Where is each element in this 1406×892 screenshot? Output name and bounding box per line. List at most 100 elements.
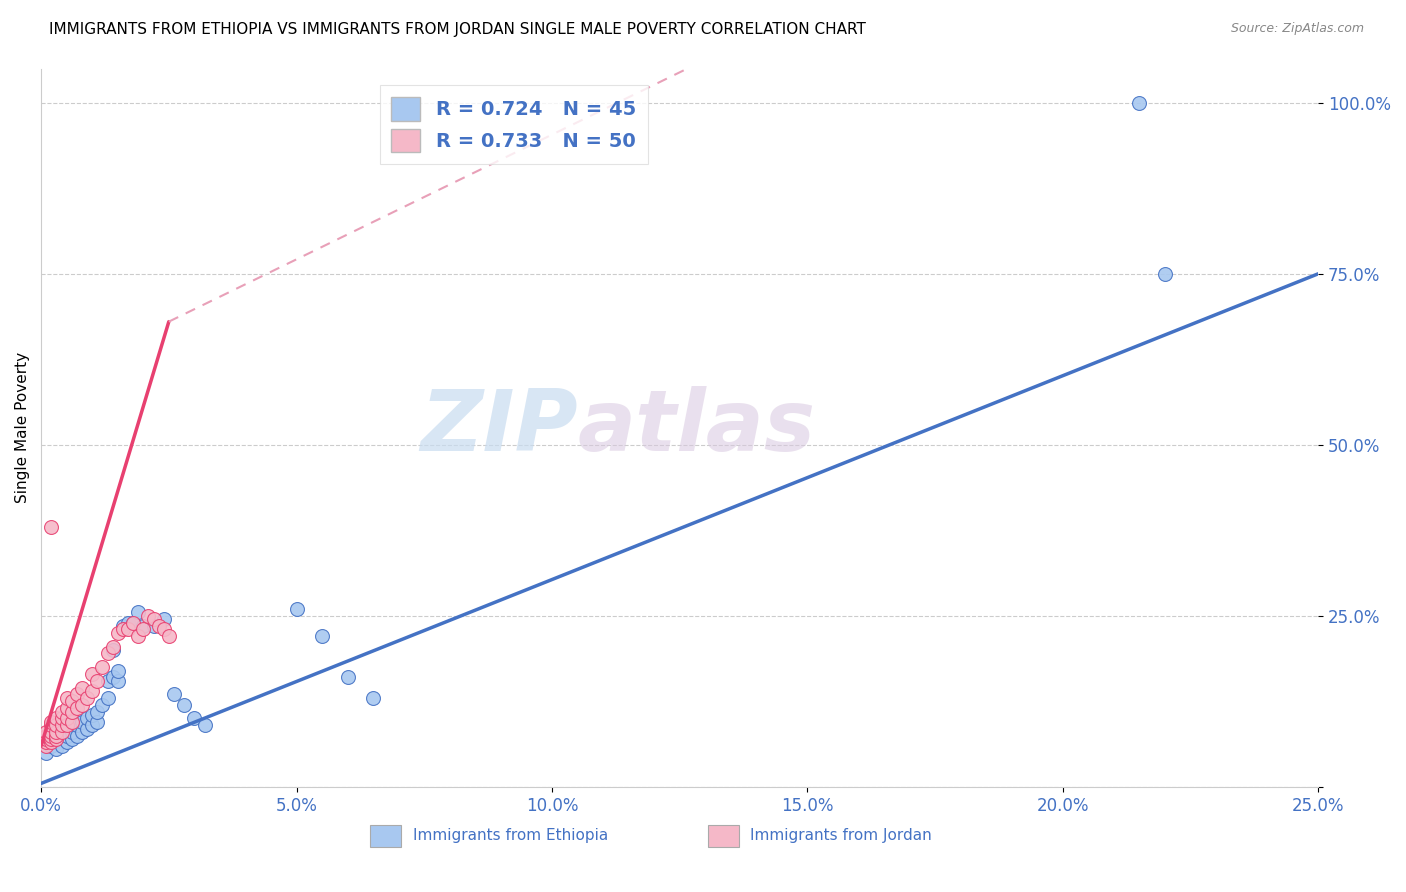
Point <box>55 711 77 725</box>
Point <box>41 714 63 729</box>
Point <box>76 722 98 736</box>
Point <box>66 729 89 743</box>
Point <box>66 701 89 715</box>
Point <box>117 615 139 630</box>
Point <box>55 690 77 705</box>
Text: ZIP: ZIP <box>420 386 578 469</box>
Point <box>76 690 98 705</box>
Point <box>41 520 63 534</box>
Y-axis label: Single Male Poverty: Single Male Poverty <box>15 352 30 503</box>
Point <box>285 602 308 616</box>
Point <box>101 670 124 684</box>
Point <box>194 718 217 732</box>
Point <box>41 725 63 739</box>
Point <box>51 718 73 732</box>
Point <box>132 619 155 633</box>
Point <box>55 729 77 743</box>
Point <box>152 612 174 626</box>
Point <box>311 629 333 643</box>
Point <box>96 690 118 705</box>
Point <box>101 643 124 657</box>
Point <box>152 623 174 637</box>
Point <box>132 623 155 637</box>
Point <box>60 725 83 739</box>
Point <box>51 711 73 725</box>
Point <box>66 688 89 702</box>
Point <box>82 667 104 681</box>
Point <box>138 608 160 623</box>
Point <box>66 718 89 732</box>
Legend: R = 0.724   N = 45, R = 0.733   N = 50: R = 0.724 N = 45, R = 0.733 N = 50 <box>380 86 648 164</box>
Point <box>51 725 73 739</box>
Point <box>41 729 63 743</box>
Point <box>148 619 170 633</box>
Point <box>51 725 73 739</box>
Point <box>45 742 67 756</box>
Point <box>122 615 145 630</box>
Point <box>82 708 104 723</box>
Point <box>51 705 73 719</box>
Point <box>76 711 98 725</box>
Point <box>82 684 104 698</box>
Point <box>55 701 77 715</box>
Point <box>55 735 77 749</box>
Point <box>45 718 67 732</box>
Point <box>35 729 58 743</box>
Point <box>122 615 145 630</box>
Point <box>361 690 384 705</box>
Point <box>1154 267 1177 281</box>
Point <box>60 731 83 746</box>
Point <box>55 718 77 732</box>
Point <box>117 623 139 637</box>
Point <box>51 739 73 753</box>
Point <box>55 718 77 732</box>
Point <box>45 729 67 743</box>
Point <box>45 725 67 739</box>
Point <box>70 681 93 695</box>
Point <box>86 705 108 719</box>
Point <box>107 673 129 688</box>
Point <box>127 606 149 620</box>
Point <box>127 629 149 643</box>
Text: atlas: atlas <box>578 386 815 469</box>
Point <box>173 698 195 712</box>
Point <box>45 711 67 725</box>
Point <box>96 647 118 661</box>
Point <box>45 731 67 746</box>
Point <box>41 739 63 753</box>
Point <box>111 619 134 633</box>
Point <box>70 698 93 712</box>
Point <box>60 714 83 729</box>
Point <box>142 612 165 626</box>
Point <box>41 718 63 732</box>
Point <box>41 731 63 746</box>
Point <box>35 725 58 739</box>
Point <box>96 673 118 688</box>
Text: IMMIGRANTS FROM ETHIOPIA VS IMMIGRANTS FROM JORDAN SINGLE MALE POVERTY CORRELATI: IMMIGRANTS FROM ETHIOPIA VS IMMIGRANTS F… <box>49 22 866 37</box>
Point <box>60 705 83 719</box>
Point <box>91 698 114 712</box>
Point <box>163 688 186 702</box>
Point <box>35 731 58 746</box>
Point <box>35 746 58 760</box>
Point <box>157 629 180 643</box>
Point <box>111 623 134 637</box>
Point <box>82 718 104 732</box>
Point <box>86 673 108 688</box>
Point <box>35 735 58 749</box>
Point <box>107 626 129 640</box>
Point <box>60 694 83 708</box>
Point <box>70 714 93 729</box>
Point <box>183 711 205 725</box>
Point <box>1128 95 1150 110</box>
Point <box>101 640 124 654</box>
Point <box>107 664 129 678</box>
Text: Immigrants from Ethiopia: Immigrants from Ethiopia <box>412 829 607 844</box>
Text: Immigrants from Jordan: Immigrants from Jordan <box>749 829 932 844</box>
Point <box>70 725 93 739</box>
Text: Source: ZipAtlas.com: Source: ZipAtlas.com <box>1230 22 1364 36</box>
Point <box>35 739 58 753</box>
Point <box>336 670 359 684</box>
Point <box>41 735 63 749</box>
Point <box>86 714 108 729</box>
